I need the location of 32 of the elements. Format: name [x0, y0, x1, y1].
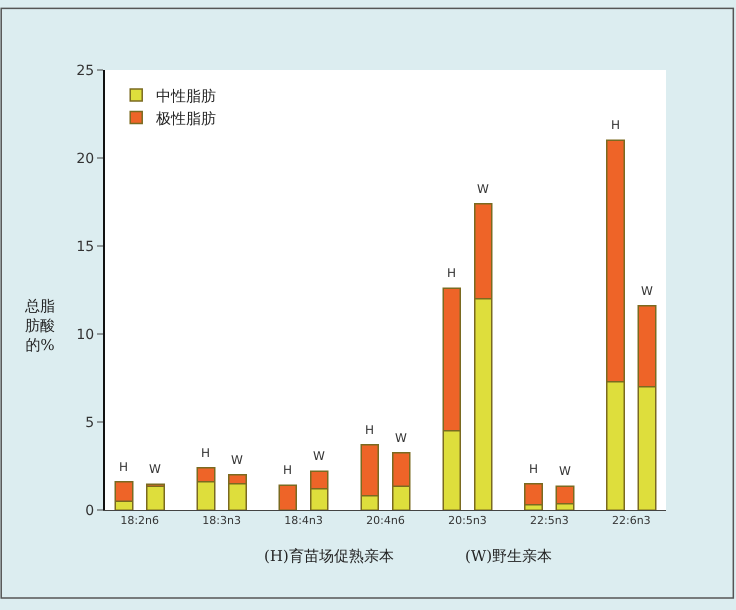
- x-tick-label: W: [149, 462, 161, 476]
- text: 20:4n6: [366, 514, 405, 528]
- x-tick-label: H: [283, 463, 292, 477]
- y-tick-label: 15: [76, 238, 94, 255]
- x-tick-label: H: [365, 423, 374, 437]
- x-tick-label: W: [395, 431, 407, 445]
- x-tick-label: W: [559, 464, 571, 478]
- x-tick-label: W: [313, 449, 325, 463]
- text: 22:6n3: [612, 514, 651, 528]
- text: (W)野生亲本: [465, 547, 552, 565]
- text: 18:2n6: [120, 514, 160, 528]
- text: (H)育苗场促熟亲本: [264, 547, 394, 565]
- x-tick-label: H: [201, 446, 210, 460]
- x-tick-label: H: [611, 118, 620, 132]
- text: 18:4n3: [284, 514, 323, 528]
- y-tick-label: 5: [85, 414, 94, 431]
- x-tick-label: H: [119, 460, 128, 474]
- y-tick-label: 20: [76, 150, 94, 167]
- x-tick-label: H: [529, 462, 538, 476]
- y-tick-label: 0: [85, 502, 94, 519]
- x-tick-label: W: [231, 453, 243, 467]
- text: 22:5n3: [530, 514, 569, 528]
- x-tick-label: W: [641, 284, 653, 298]
- x-tick-label: W: [477, 182, 489, 196]
- text: 20:5n3: [448, 514, 487, 528]
- y-tick-label: 25: [76, 62, 94, 79]
- y-axis-title: 总脂肪酸的%: [24, 297, 55, 354]
- text: 18:3n3: [202, 514, 241, 528]
- x-tick-label: H: [447, 266, 456, 280]
- y-tick-label: 10: [76, 326, 94, 343]
- legend-label: 中性脂肪: [156, 86, 216, 105]
- legend-label: 极性脂肪: [155, 109, 216, 128]
